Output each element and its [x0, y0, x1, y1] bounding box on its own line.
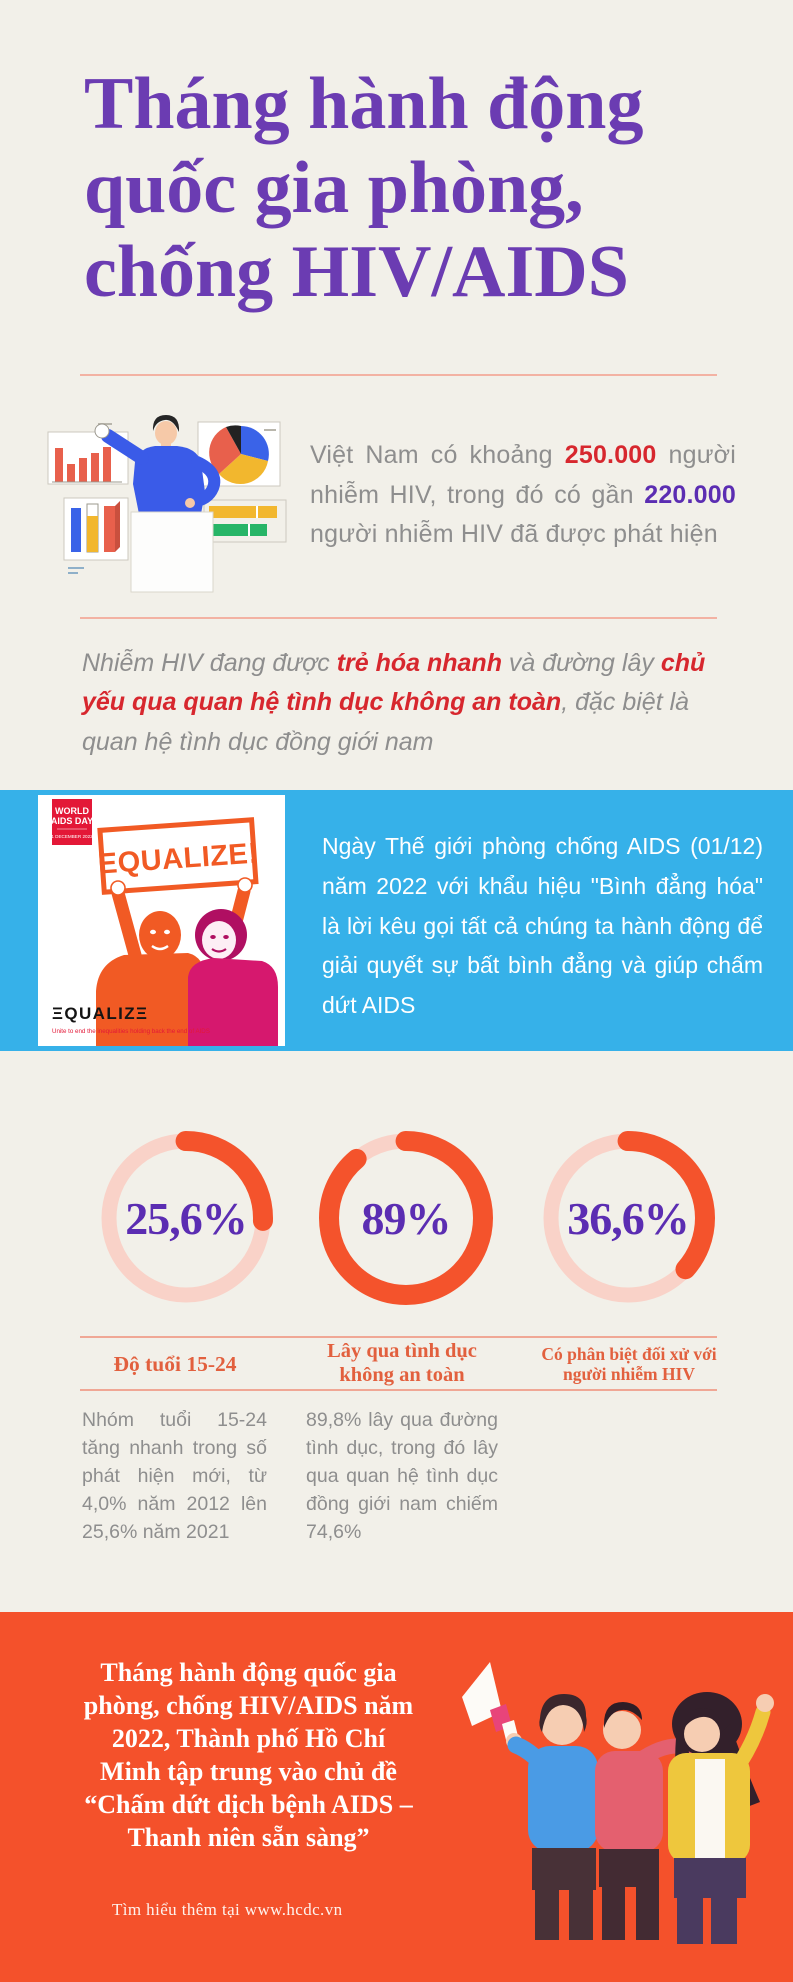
- horizontal-bars-icon: [203, 499, 287, 543]
- campaign-heading-line: Tháng hành động quốc gia: [100, 1658, 397, 1687]
- intro-highlight-220000: 220.000: [644, 480, 736, 509]
- magenta-figure: [188, 877, 278, 1046]
- divider-top: [80, 374, 717, 376]
- intro-paragraph: Việt Nam có khoảng 250.000 người nhiễm H…: [310, 436, 736, 555]
- page-title: Tháng hành động quốc gia phòng, chống HI…: [84, 62, 724, 314]
- title-line: chống HIV/AIDS: [84, 231, 629, 313]
- person-yellow-woman: [668, 1692, 774, 1944]
- megaphone-icon: [462, 1662, 522, 1749]
- stat-rule-top: [80, 1336, 717, 1338]
- stat-note-age: Nhóm tuổi 15-24 tăng nhanh trong số phát…: [82, 1409, 267, 1543]
- equalize-logo: ΞQUALIZΞ: [52, 1004, 148, 1023]
- campaign-heading-line: 2022, Thành phố Hồ Chí: [111, 1724, 386, 1753]
- svg-text:WORLD: WORLD: [55, 806, 89, 816]
- svg-text:1 DECEMBER 2022: 1 DECEMBER 2022: [51, 834, 93, 839]
- more-info-text: Tìm hiểu thêm tại www.hcdc.vn: [112, 1900, 343, 1919]
- risk-text: và đường lây: [501, 649, 661, 677]
- person-pink: [595, 1702, 706, 1940]
- donut-value-discrimination: 36,6%: [567, 1192, 690, 1244]
- world-aids-day-message: Ngày Thế giới phòng chống AIDS (01/12) n…: [322, 833, 763, 1019]
- world-aids-day-badge: WORLD AIDS DAY 1 DECEMBER 2022: [51, 799, 93, 845]
- column-chart-icon: [63, 497, 129, 574]
- campaign-heading-line: Minh tập trung vào chủ đề: [100, 1757, 397, 1786]
- equalize-sign: EQUALIZE!: [97, 817, 259, 895]
- stat-label-sexual-transmission: Lây qua tình dục không an toàn: [327, 1340, 477, 1386]
- orange-figure: [96, 880, 205, 1046]
- risk-highlight-1: trẻ hóa nhanh: [336, 649, 502, 677]
- stat-rule-bottom: [80, 1389, 717, 1391]
- donut-value-sexual-transmission: 89%: [361, 1192, 452, 1244]
- presenter-charts-illustration: [47, 415, 287, 593]
- stat-label-age: Độ tuổi 15-24: [113, 1351, 237, 1376]
- three-people-illustration: [462, 1662, 774, 1944]
- title-line: Tháng hành động: [84, 63, 644, 145]
- donut-chart-sexual-transmission: 89%: [314, 1126, 498, 1310]
- stat-note-sexual-transmission: 89,8% lây qua đường tình dục, trong đó l…: [306, 1409, 498, 1543]
- intro-text: Việt Nam có khoảng: [310, 441, 565, 469]
- title-line: quốc gia phòng,: [84, 147, 584, 229]
- donut-value-age: 25,6%: [125, 1192, 248, 1244]
- stat-label-discrimination: Có phân biệt đối xử với người nhiễm HIV: [541, 1343, 717, 1384]
- intro-text: người nhiễm HIV, trong đó có gần: [310, 441, 737, 509]
- intro-text: người nhiễm HIV đã được phát hiện: [310, 520, 718, 548]
- risk-text: , đặc biệt là quan hệ tình dục đồng giới…: [82, 688, 690, 756]
- campaign-heading-line: Thanh niên sẵn sàng”: [127, 1823, 370, 1852]
- divider-middle: [80, 617, 717, 619]
- donut-chart-discrimination: 36,6%: [536, 1126, 720, 1310]
- equalize-tagline: Unite to end the inequalities holding ba…: [52, 1028, 210, 1035]
- intro-highlight-250000: 250.000: [564, 441, 657, 469]
- donut-chart-age: 25,6%: [94, 1126, 278, 1310]
- svg-text:AIDS DAY: AIDS DAY: [51, 816, 93, 826]
- risk-text: Nhiễm HIV đang được: [82, 649, 337, 677]
- risk-highlight-2: chủ yếu qua quan hệ tình dục không an to…: [82, 649, 706, 717]
- presenter-person: [94, 415, 221, 593]
- equalize-poster: WORLD AIDS DAY 1 DECEMBER 2022 EQUALIZE!: [38, 795, 285, 1046]
- campaign-heading-line: phòng, chống HIV/AIDS năm: [83, 1691, 414, 1720]
- campaign-heading: Tháng hành động quốc gia phòng, chống HI…: [56, 1656, 441, 1854]
- campaign-heading-line: “Chấm dứt dịch bệnh AIDS –: [84, 1790, 413, 1819]
- risk-paragraph: Nhiễm HIV đang được trẻ hóa nhanh và đườ…: [82, 644, 722, 762]
- person-blue: [507, 1694, 598, 1940]
